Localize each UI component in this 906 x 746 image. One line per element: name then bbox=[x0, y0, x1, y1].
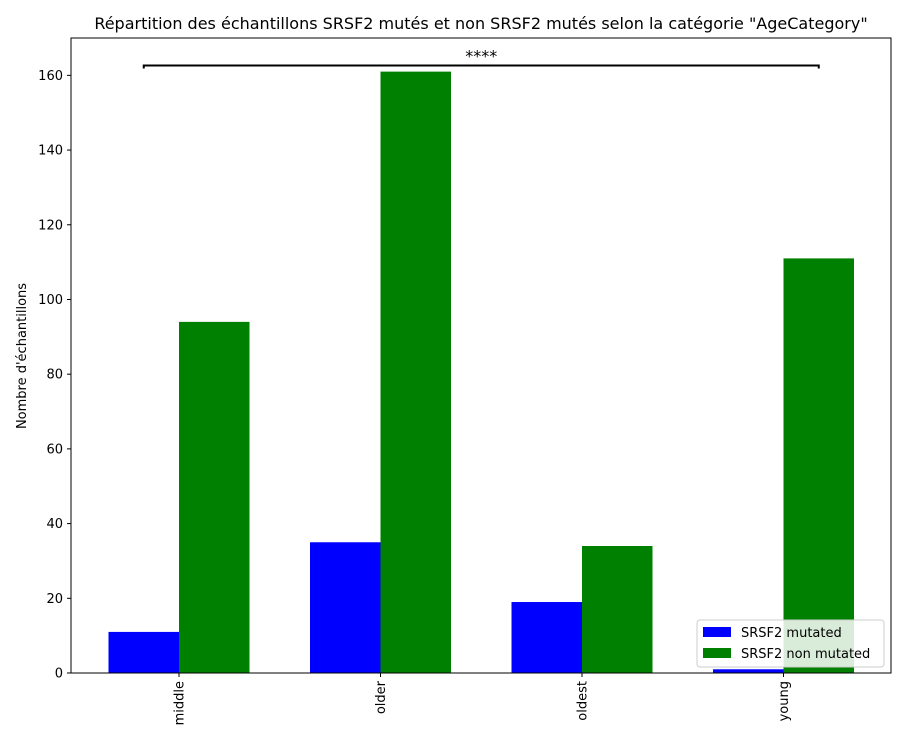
legend-label-mutated: SRSF2 mutated bbox=[741, 626, 842, 641]
y-axis-label: Nombre d'échantillons bbox=[15, 283, 30, 429]
y-tick-label: 0 bbox=[55, 667, 63, 682]
plot-frame bbox=[70, 37, 892, 674]
x-tick-label-young: young bbox=[777, 681, 792, 721]
y-tick-label: 100 bbox=[38, 293, 63, 308]
y-tick-label: 20 bbox=[46, 592, 63, 607]
bar-non-mutated-young bbox=[783, 258, 854, 673]
y-tick-label: 160 bbox=[38, 69, 63, 84]
legend-box bbox=[696, 619, 885, 668]
bar-mutated-oldest bbox=[511, 602, 582, 673]
bar-non-mutated-oldest bbox=[582, 546, 653, 673]
bar-mutated-young bbox=[713, 669, 784, 673]
legend-swatch-mutated bbox=[703, 627, 731, 637]
legend-label-non-mutated: SRSF2 non mutated bbox=[741, 647, 870, 662]
legend: SRSF2 mutated SRSF2 non mutated bbox=[696, 619, 885, 668]
x-tick-label-middle: middle bbox=[173, 681, 188, 725]
y-tick-label: 140 bbox=[38, 144, 63, 159]
y-tick-label: 80 bbox=[46, 368, 63, 383]
bar-mutated-older bbox=[310, 542, 381, 673]
bar-non-mutated-middle bbox=[179, 321, 250, 673]
bar-mutated-middle bbox=[108, 631, 179, 673]
axes-layer: 0 20 40 60 80 100 120 140 160 middle older oldest yo… bbox=[38, 37, 892, 725]
significance-annotation: **** bbox=[142, 47, 820, 69]
bar-non-mutated-older bbox=[380, 71, 451, 673]
significance-label: **** bbox=[465, 47, 497, 66]
chart-title: Répartition des échantillons SRSF2 mutés… bbox=[94, 14, 867, 33]
bars-layer bbox=[108, 71, 854, 673]
y-tick-label: 120 bbox=[38, 218, 63, 233]
legend-swatch-non-mutated bbox=[703, 648, 731, 658]
x-tick-label-older: older bbox=[374, 680, 389, 714]
y-tick-label: 40 bbox=[46, 517, 63, 532]
x-tick-label-oldest: oldest bbox=[576, 681, 591, 721]
significance-bracket bbox=[142, 64, 820, 69]
y-tick-label: 60 bbox=[46, 442, 63, 457]
